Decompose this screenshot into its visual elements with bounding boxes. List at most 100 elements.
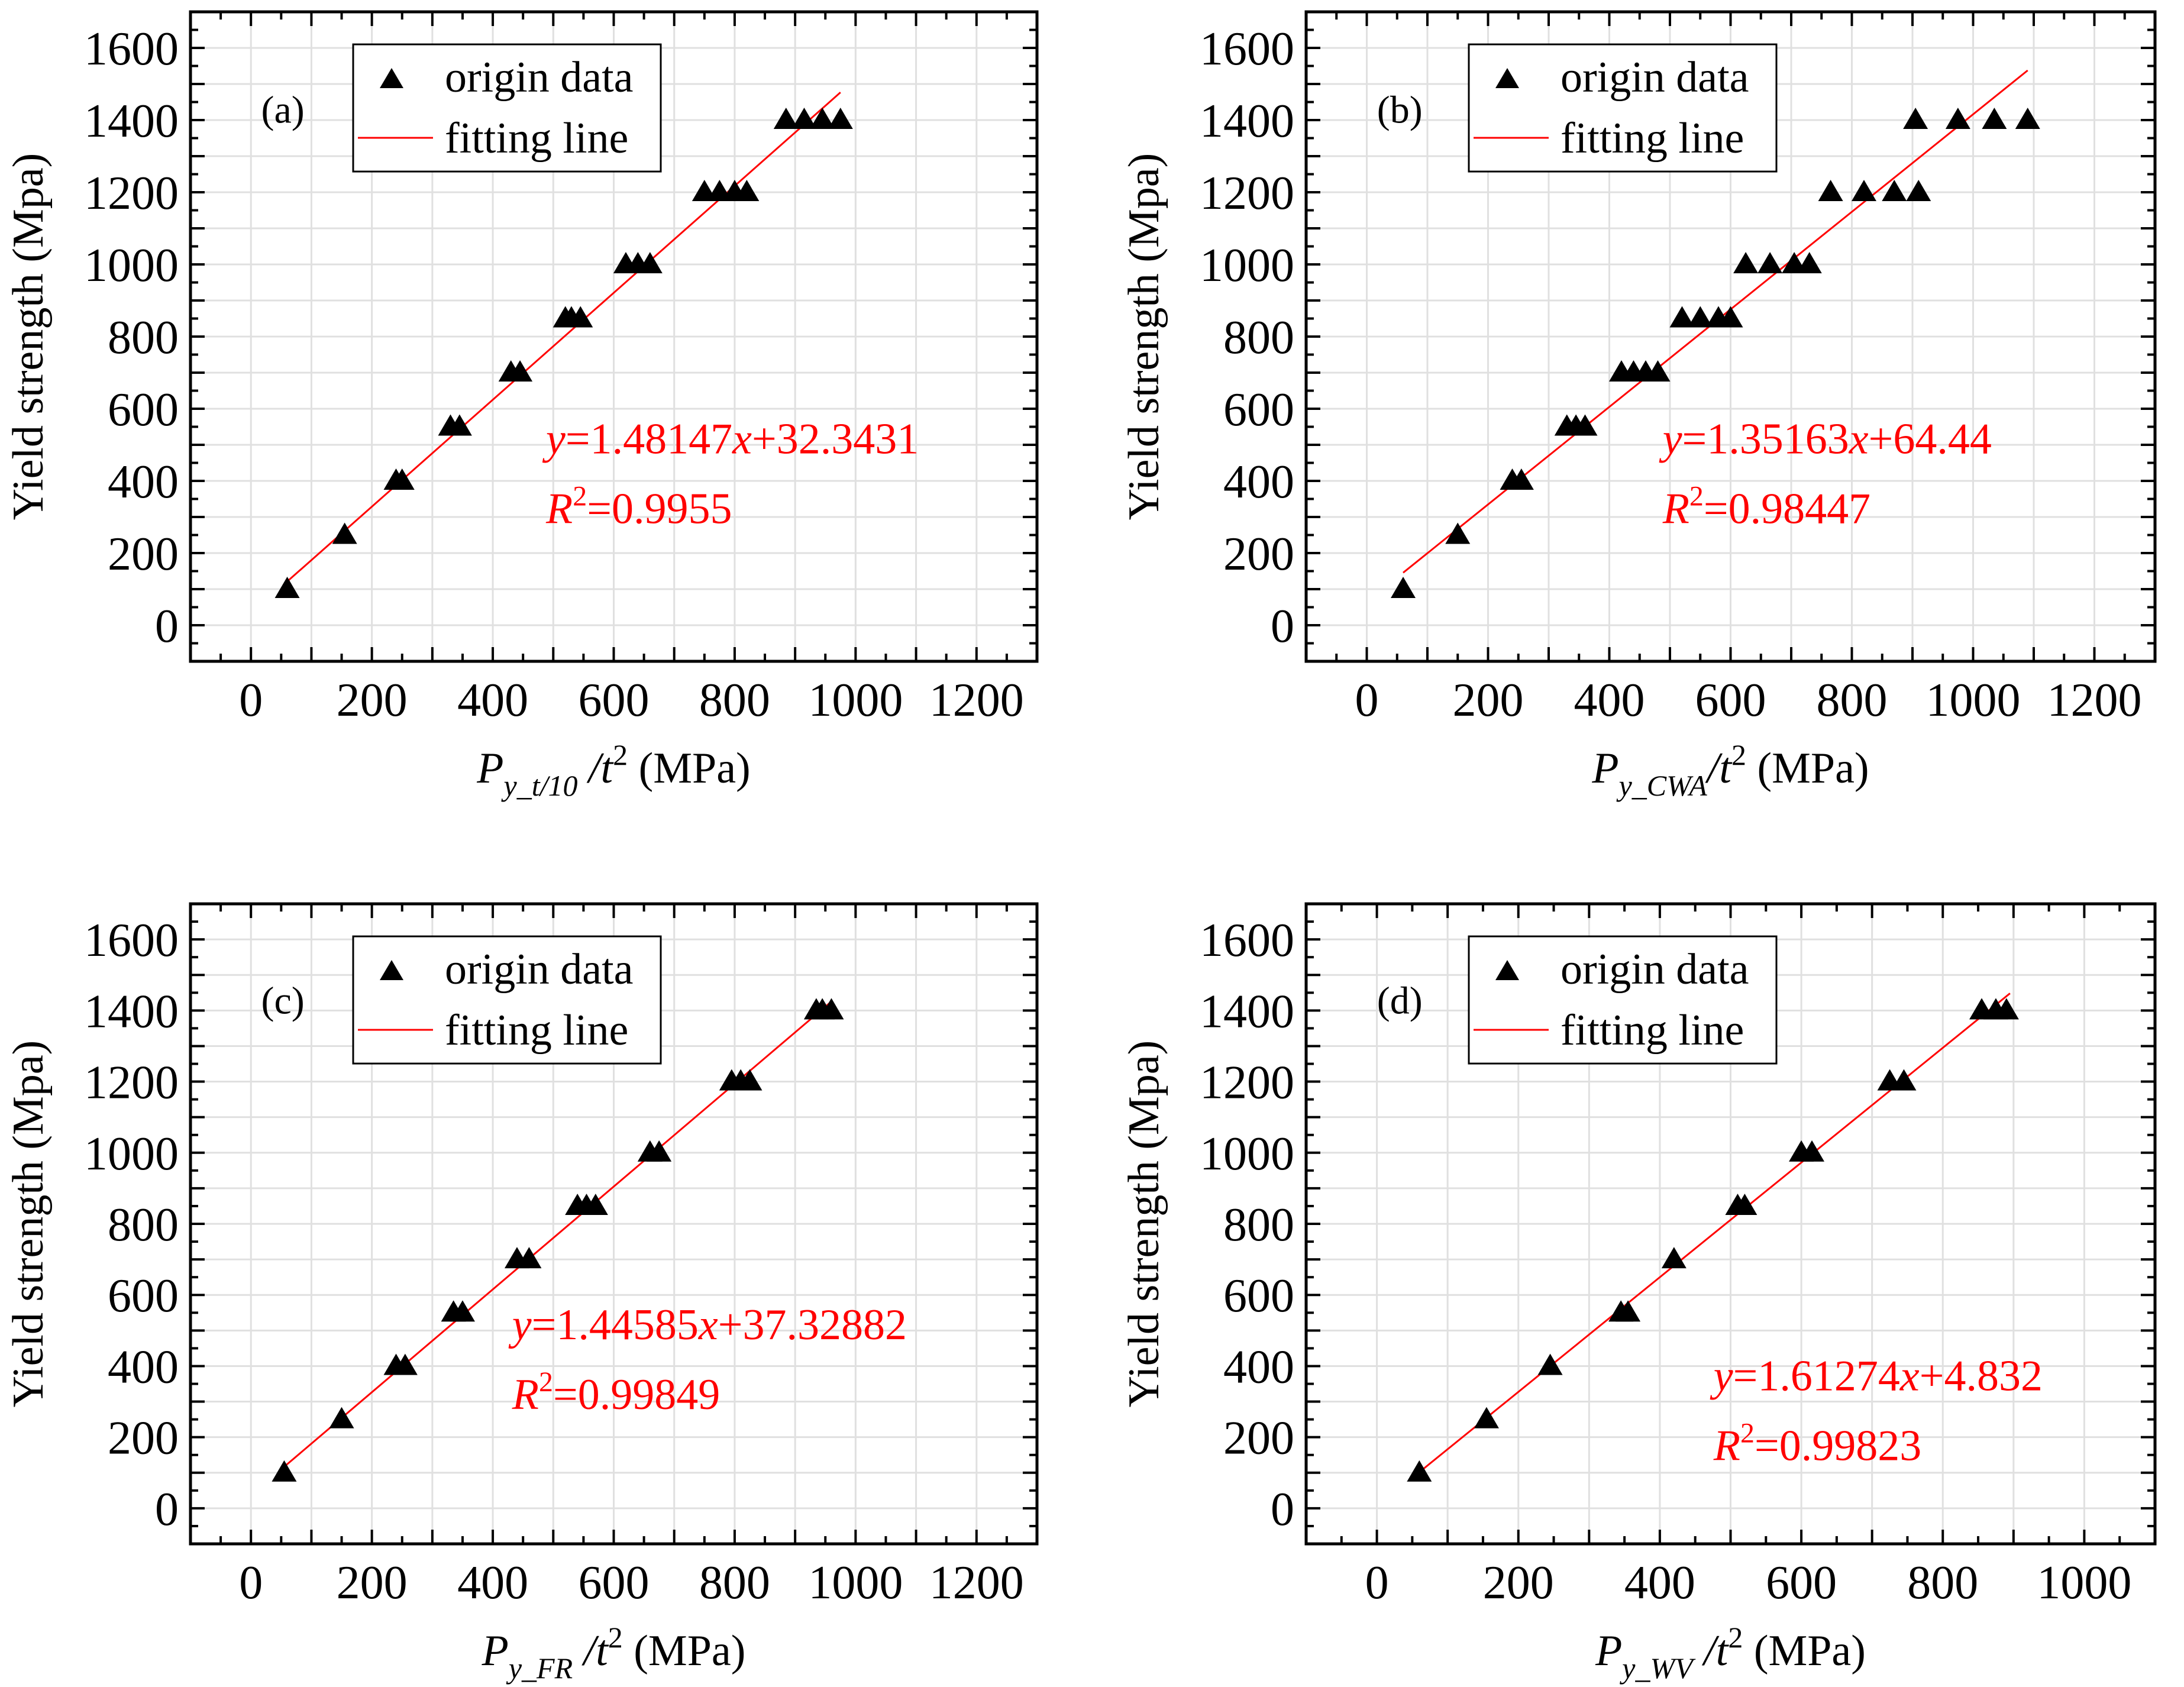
r-squared-value: =0.9955 <box>587 485 732 534</box>
legend-box <box>1468 43 1778 173</box>
data-point <box>2015 108 2040 129</box>
legend-triangle-icon <box>380 68 403 88</box>
x-tick-label: 1200 <box>2047 674 2142 726</box>
r-squared-value: =0.99823 <box>1755 1421 1921 1470</box>
equation-x: x <box>1899 1352 1920 1400</box>
r-squared-r: R <box>512 1371 539 1419</box>
y-tick-label: 600 <box>108 1270 179 1322</box>
equation-y: y <box>508 1301 532 1349</box>
y-tick-label: 1600 <box>84 914 179 967</box>
x-title-p: P <box>476 744 503 793</box>
data-point <box>1757 252 1783 273</box>
x-tick-label: 1200 <box>929 674 1024 726</box>
y-tick-label: 1200 <box>1200 167 1294 219</box>
x-tick-label: 800 <box>1817 674 1888 726</box>
data-point <box>734 180 760 201</box>
data-point <box>1882 180 1907 201</box>
x-tick-label: 400 <box>457 1557 528 1609</box>
data-point <box>637 252 663 273</box>
x-tick-label: 800 <box>699 674 770 726</box>
r-squared-r: R <box>1713 1421 1740 1470</box>
x-title-separator: / <box>577 744 605 793</box>
equation-intercept: +4.832 <box>1920 1352 2043 1400</box>
data-point <box>447 414 472 436</box>
x-tick-label: 600 <box>579 1557 650 1609</box>
x-tick-label: 200 <box>1483 1557 1554 1609</box>
r-squared-superscript: 2 <box>539 1366 553 1398</box>
legend-triangle-icon <box>1495 960 1519 980</box>
data-point <box>392 1353 418 1375</box>
y-tick-label: 600 <box>1223 384 1294 436</box>
x-axis-title: Py_FR /t2 (MPa) <box>482 1621 746 1685</box>
y-tick-label: 400 <box>1223 456 1294 508</box>
y-tick-label: 800 <box>1223 312 1294 364</box>
y-tick-label: 1000 <box>84 240 179 292</box>
x-axis-title: Py_t/10 /t2 (MPa) <box>476 738 750 802</box>
data-point <box>1799 1140 1825 1162</box>
chart-panel-b: 0 200 400 600 800 1000 1200 0 200 400 600 800 1000 12… <box>1120 10 2157 802</box>
data-point <box>1508 468 1534 490</box>
y-axis-title: Yield strength (Mpa) <box>4 1040 53 1408</box>
x-title-separator: / <box>1693 1627 1720 1675</box>
x-title-p: P <box>1595 1627 1622 1675</box>
data-point <box>1718 306 1743 328</box>
panel-label: (b) <box>1377 89 1423 132</box>
y-tick-label: 1400 <box>1200 95 1294 147</box>
data-point <box>810 108 835 129</box>
equation-y: y <box>1659 415 1682 464</box>
x-tick-label: 1000 <box>2037 1557 2131 1609</box>
y-tick-label: 800 <box>108 1199 179 1251</box>
y-axis-title: Yield strength (Mpa) <box>1120 153 1168 521</box>
x-tick-label: 0 <box>1365 1557 1389 1609</box>
y-tick-label: 200 <box>108 528 179 580</box>
y-tick-label: 600 <box>108 384 179 436</box>
data-point <box>791 108 817 129</box>
data-point <box>1994 998 2019 1020</box>
y-tick-label: 0 <box>1271 1484 1294 1536</box>
y-tick-label: 1000 <box>84 1128 179 1180</box>
legend-label-fitting: fitting line <box>445 114 628 163</box>
data-point <box>1474 1407 1499 1429</box>
x-tick-label: 400 <box>1624 1557 1695 1609</box>
x-tick-label: 800 <box>699 1557 770 1609</box>
r-squared: R2=0.98447 <box>1662 481 1870 534</box>
x-tick-label: 1000 <box>808 1557 903 1609</box>
y-tick-label: 400 <box>108 456 179 508</box>
data-point <box>1891 1069 1917 1091</box>
fitting-line <box>1419 993 2011 1473</box>
data-point <box>1818 180 1843 201</box>
y-tick-label: 200 <box>1223 528 1294 580</box>
regression-equation: y=1.44585x+37.32882 <box>508 1301 907 1349</box>
y-tick-label: 1200 <box>84 167 179 219</box>
y-tick-label: 1400 <box>84 985 179 1038</box>
y-tick-label: 800 <box>108 312 179 364</box>
x-title-t: t <box>1719 744 1733 793</box>
data-point <box>272 1460 297 1482</box>
r-squared-value: =0.98447 <box>1704 485 1870 534</box>
legend-label-fitting: fitting line <box>1561 1006 1744 1055</box>
data-point <box>828 108 853 129</box>
r-squared: R2=0.9955 <box>545 481 732 534</box>
chart-panel-a: 0 200 400 600 800 1000 1200 0 200 400 600 800 1000 12… <box>4 10 1039 802</box>
data-point <box>1445 522 1471 544</box>
r-squared-superscript: 2 <box>1689 481 1704 512</box>
x-tick-label: 200 <box>337 1557 408 1609</box>
x-title-superscript: 2 <box>1731 738 1746 771</box>
x-title-p: P <box>482 1627 509 1675</box>
y-tick-label: 1200 <box>84 1057 179 1109</box>
data-point <box>1572 414 1598 436</box>
equation-slope: =1.35163 <box>1682 415 1849 464</box>
data-point <box>1732 1193 1757 1215</box>
y-tick-label: 0 <box>155 1484 179 1536</box>
x-title-superscript: 2 <box>608 1621 623 1654</box>
x-tick-label: 600 <box>579 674 650 726</box>
data-point <box>329 1407 354 1429</box>
y-tick-label: 400 <box>108 1341 179 1393</box>
data-point <box>1645 360 1671 382</box>
x-title-unit: (MPa) <box>1746 744 1869 793</box>
legend-box <box>352 43 662 173</box>
data-point <box>568 306 593 328</box>
panel-label: (c) <box>261 980 304 1023</box>
panel-label: (a) <box>261 89 304 132</box>
